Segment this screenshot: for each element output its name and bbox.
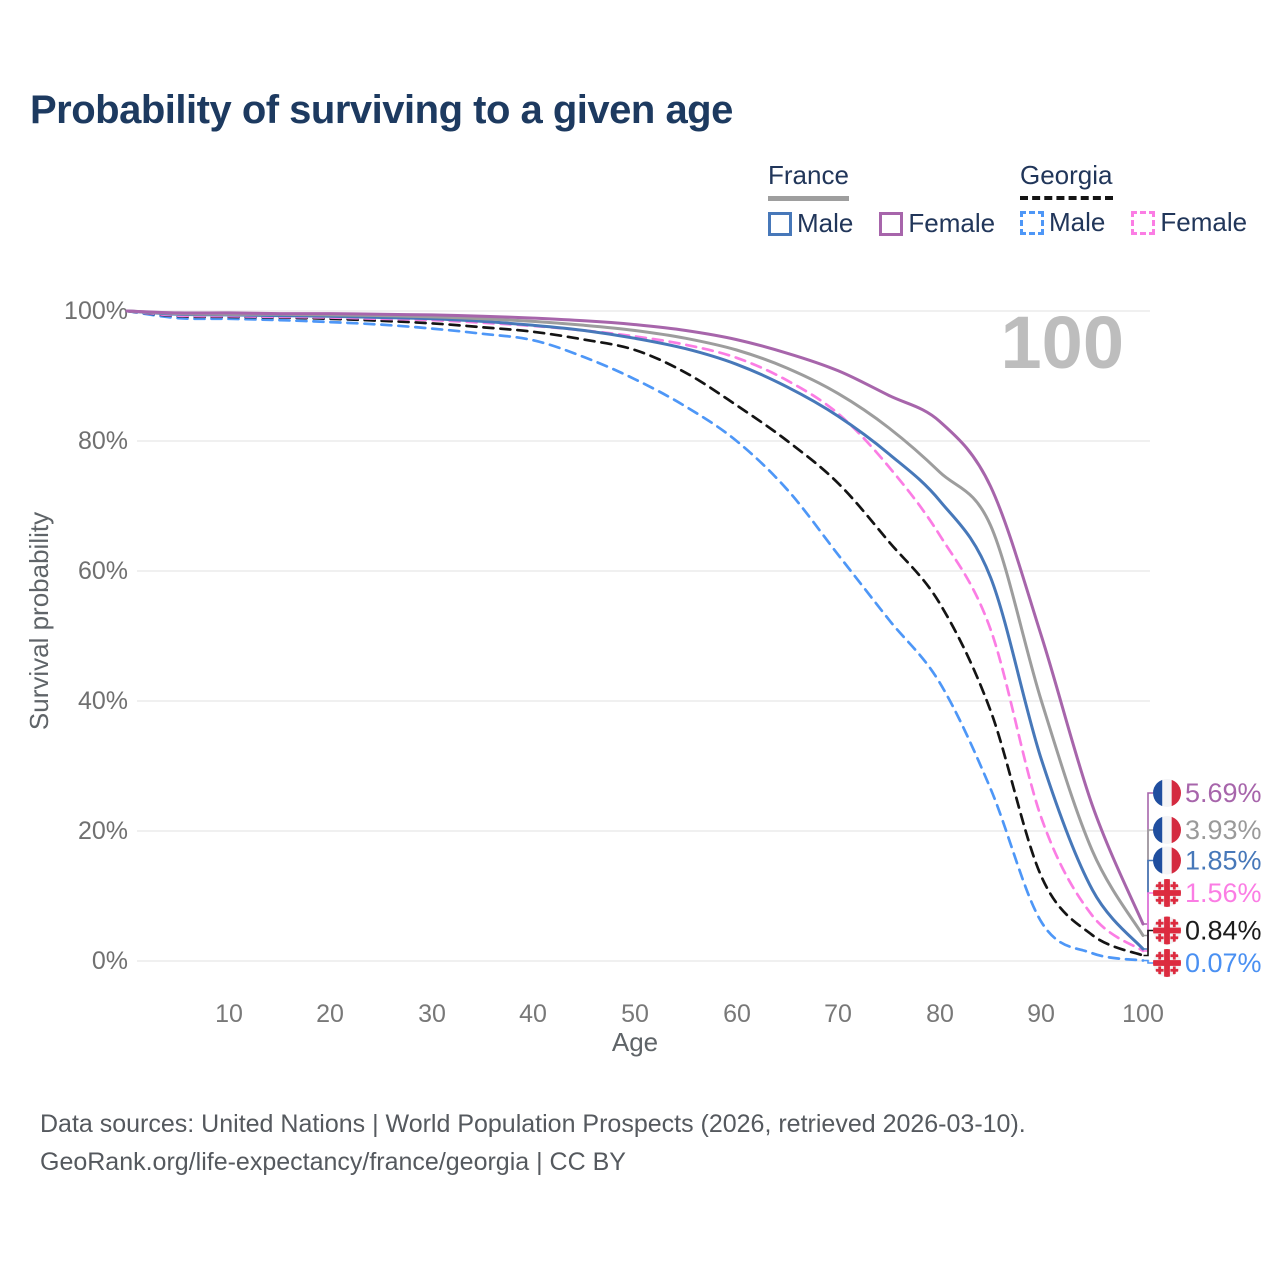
- legend-row-georgia: Male Female: [1020, 207, 1247, 238]
- end-label-france-female: 5.69%: [1153, 778, 1262, 808]
- end-label-georgia-female: 1.56%: [1153, 878, 1262, 908]
- curve-georgia-both: [125, 309, 1145, 957]
- y-tick-100: 100%: [64, 297, 128, 325]
- leader-line-georgia-both: [1143, 929, 1153, 957]
- end-label-value-georgia-both: 0.84%: [1185, 916, 1262, 946]
- x-tick-50: 50: [621, 1000, 649, 1028]
- end-label-value-france-both: 3.93%: [1185, 815, 1262, 845]
- france-flag-icon: [1153, 816, 1181, 844]
- x-tick-80: 80: [926, 1000, 954, 1028]
- gridlines: [137, 310, 1150, 962]
- legend-country-france: France: [768, 160, 849, 201]
- legend-group-georgia: Georgia Male Female: [1020, 160, 1247, 238]
- legend: France Male Female Georgia Male Female: [0, 160, 1280, 240]
- leader-line-georgia-female: [1143, 892, 1153, 952]
- legend-label-france-female: Female: [908, 208, 996, 238]
- legend-swatch-france-female-icon: [879, 211, 904, 236]
- y-axis-title: Survival probability: [24, 512, 54, 730]
- georgia-flag-icon: [1153, 916, 1181, 945]
- legend-swatch-france-male-icon: [768, 211, 792, 236]
- end-label-france-both: 3.93%: [1153, 815, 1262, 845]
- curve-france-female: [125, 309, 1145, 926]
- end-label-value-france-male: 1.85%: [1185, 846, 1262, 876]
- end-label-value-georgia-male: 0.07%: [1185, 948, 1262, 978]
- end-labels-layer: 5.69% 3.93%1.85%1.56% 0.84%0.07%: [1153, 778, 1262, 978]
- x-tick-10: 10: [215, 1000, 243, 1028]
- curve-georgia-male: [125, 309, 1145, 962]
- curve-georgia-female: [125, 309, 1145, 953]
- france-flag-icon: [1153, 779, 1181, 807]
- legend-label-georgia-female: Female: [1160, 207, 1248, 237]
- page-title: Probability of surviving to a given age: [30, 88, 733, 132]
- legend-label-georgia-male: Male: [1049, 207, 1106, 237]
- end-label-value-georgia-female: 1.56%: [1185, 878, 1262, 908]
- legend-swatch-georgia-male-icon: [1020, 210, 1044, 235]
- x-tick-60: 60: [723, 1000, 751, 1028]
- x-tick-100: 100: [1122, 1000, 1164, 1028]
- end-label-france-male: 1.85%: [1153, 846, 1262, 876]
- france-flag-icon: [1153, 846, 1181, 875]
- georgia-flag-icon: [1153, 879, 1181, 907]
- x-tick-90: 90: [1027, 1000, 1055, 1028]
- end-label-value-france-female: 5.69%: [1185, 778, 1262, 808]
- legend-swatch-georgia-female-icon: [1131, 210, 1156, 235]
- age-watermark: 100: [1001, 301, 1124, 384]
- y-tick-40: 40%: [78, 687, 128, 715]
- y-axis-ticks: 0% 20% 40% 60% 80% 100%: [64, 297, 128, 975]
- x-tick-70: 70: [824, 1000, 852, 1028]
- footer-sources: Data sources: United Nations | World Pop…: [40, 1110, 1026, 1138]
- georgia-flag-icon: [1153, 949, 1181, 977]
- legend-country-georgia: Georgia: [1020, 160, 1113, 200]
- x-tick-40: 40: [519, 1000, 547, 1028]
- end-label-georgia-both: 0.84%: [1153, 916, 1262, 946]
- curves-layer: [125, 309, 1145, 962]
- y-tick-60: 60%: [78, 557, 128, 585]
- footer-attribution: GeoRank.org/life-expectancy/france/georg…: [40, 1148, 626, 1176]
- legend-label-france-male: Male: [797, 208, 854, 238]
- footer: Data sources: United Nations | World Pop…: [40, 1105, 1026, 1181]
- x-tick-20: 20: [316, 1000, 344, 1028]
- leader-line-georgia-male: [1143, 959, 1153, 964]
- curve-france-both: [125, 309, 1145, 937]
- end-label-georgia-male: 0.07%: [1153, 948, 1262, 978]
- legend-group-france: France Male Female: [768, 160, 995, 239]
- x-axis-title: Age: [612, 1027, 658, 1057]
- leader-lines-layer: [1143, 792, 1153, 964]
- y-tick-20: 20%: [78, 817, 128, 845]
- x-axis-ticks: 10 20 30 40 50 60 70 80 90 100: [215, 1000, 1164, 1028]
- legend-row-france: Male Female: [768, 208, 995, 239]
- y-tick-0: 0%: [92, 947, 128, 975]
- x-tick-30: 30: [418, 1000, 446, 1028]
- y-tick-80: 80%: [78, 427, 128, 455]
